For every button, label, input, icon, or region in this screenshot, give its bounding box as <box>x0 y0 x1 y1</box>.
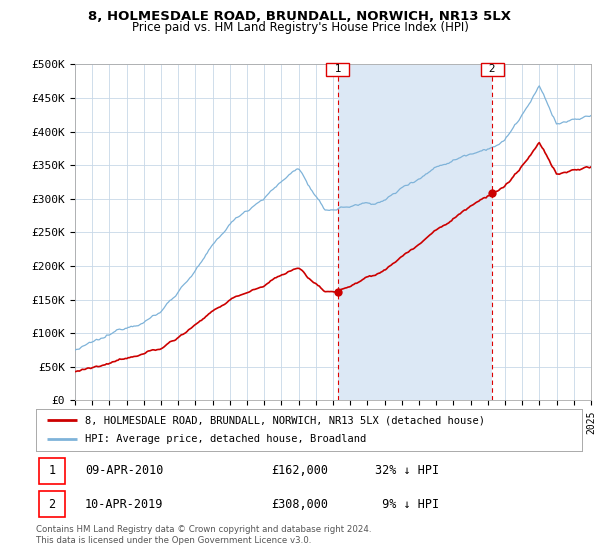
Text: 9% ↓ HPI: 9% ↓ HPI <box>374 497 439 511</box>
Text: 1: 1 <box>48 464 55 478</box>
Text: £162,000: £162,000 <box>271 464 328 478</box>
Text: £308,000: £308,000 <box>271 497 328 511</box>
Text: 8, HOLMESDALE ROAD, BRUNDALL, NORWICH, NR13 5LX (detached house): 8, HOLMESDALE ROAD, BRUNDALL, NORWICH, N… <box>85 415 485 425</box>
FancyBboxPatch shape <box>39 458 65 484</box>
Text: 2: 2 <box>482 64 503 74</box>
Text: 09-APR-2010: 09-APR-2010 <box>85 464 164 478</box>
Text: 32% ↓ HPI: 32% ↓ HPI <box>374 464 439 478</box>
Text: Price paid vs. HM Land Registry's House Price Index (HPI): Price paid vs. HM Land Registry's House … <box>131 21 469 34</box>
Text: 1: 1 <box>328 64 348 74</box>
Text: 8, HOLMESDALE ROAD, BRUNDALL, NORWICH, NR13 5LX: 8, HOLMESDALE ROAD, BRUNDALL, NORWICH, N… <box>89 10 511 23</box>
Text: Contains HM Land Registry data © Crown copyright and database right 2024.
This d: Contains HM Land Registry data © Crown c… <box>36 525 371 545</box>
Text: 10-APR-2019: 10-APR-2019 <box>85 497 164 511</box>
Text: HPI: Average price, detached house, Broadland: HPI: Average price, detached house, Broa… <box>85 435 367 445</box>
Bar <box>338 64 493 400</box>
FancyBboxPatch shape <box>39 491 65 517</box>
Text: 2: 2 <box>48 497 55 511</box>
